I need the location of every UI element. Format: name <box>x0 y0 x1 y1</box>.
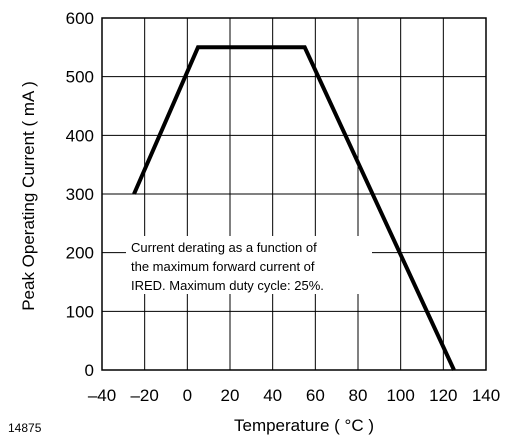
x-tick-label: –20 <box>130 386 158 405</box>
annotation-box <box>126 236 372 294</box>
annotation-line-2: the maximum forward current of <box>131 259 315 274</box>
x-tick-label: –40 <box>88 386 116 405</box>
derating-curve <box>132 45 456 371</box>
x-tick-label: 120 <box>429 386 457 405</box>
y-tick-label: 500 <box>66 68 94 87</box>
x-tick-label: 60 <box>306 386 325 405</box>
x-tick-label: 0 <box>183 386 192 405</box>
series-group <box>132 45 456 371</box>
y-axis-label: Peak Operating Current ( mA ) <box>19 81 38 311</box>
x-tick-label: 100 <box>386 386 414 405</box>
y-tick-label: 400 <box>66 126 94 145</box>
grid <box>102 18 486 370</box>
x-tick-label: 140 <box>472 386 500 405</box>
annotation-line-3: IRED. Maximum duty cycle: 25%. <box>131 278 324 293</box>
annotation-line-1: Current derating as a function of <box>131 240 317 255</box>
y-tick-label: 600 <box>66 9 94 28</box>
x-tick-label: 40 <box>263 386 282 405</box>
y-tick-label: 200 <box>66 244 94 263</box>
x-tick-label: 80 <box>349 386 368 405</box>
y-tick-label: 300 <box>66 185 94 204</box>
y-tick-label: 0 <box>85 361 94 380</box>
figure-id: 14875 <box>8 421 42 435</box>
x-axis-label: Temperature ( °C ) <box>234 416 374 435</box>
plot-frame <box>101 17 487 371</box>
tick-labels: –40 –20 0 20 40 60 80 100 120 140 0 100 200 300 400 500… <box>66 9 501 405</box>
x-tick-label: 20 <box>221 386 240 405</box>
y-tick-label: 100 <box>66 302 94 321</box>
